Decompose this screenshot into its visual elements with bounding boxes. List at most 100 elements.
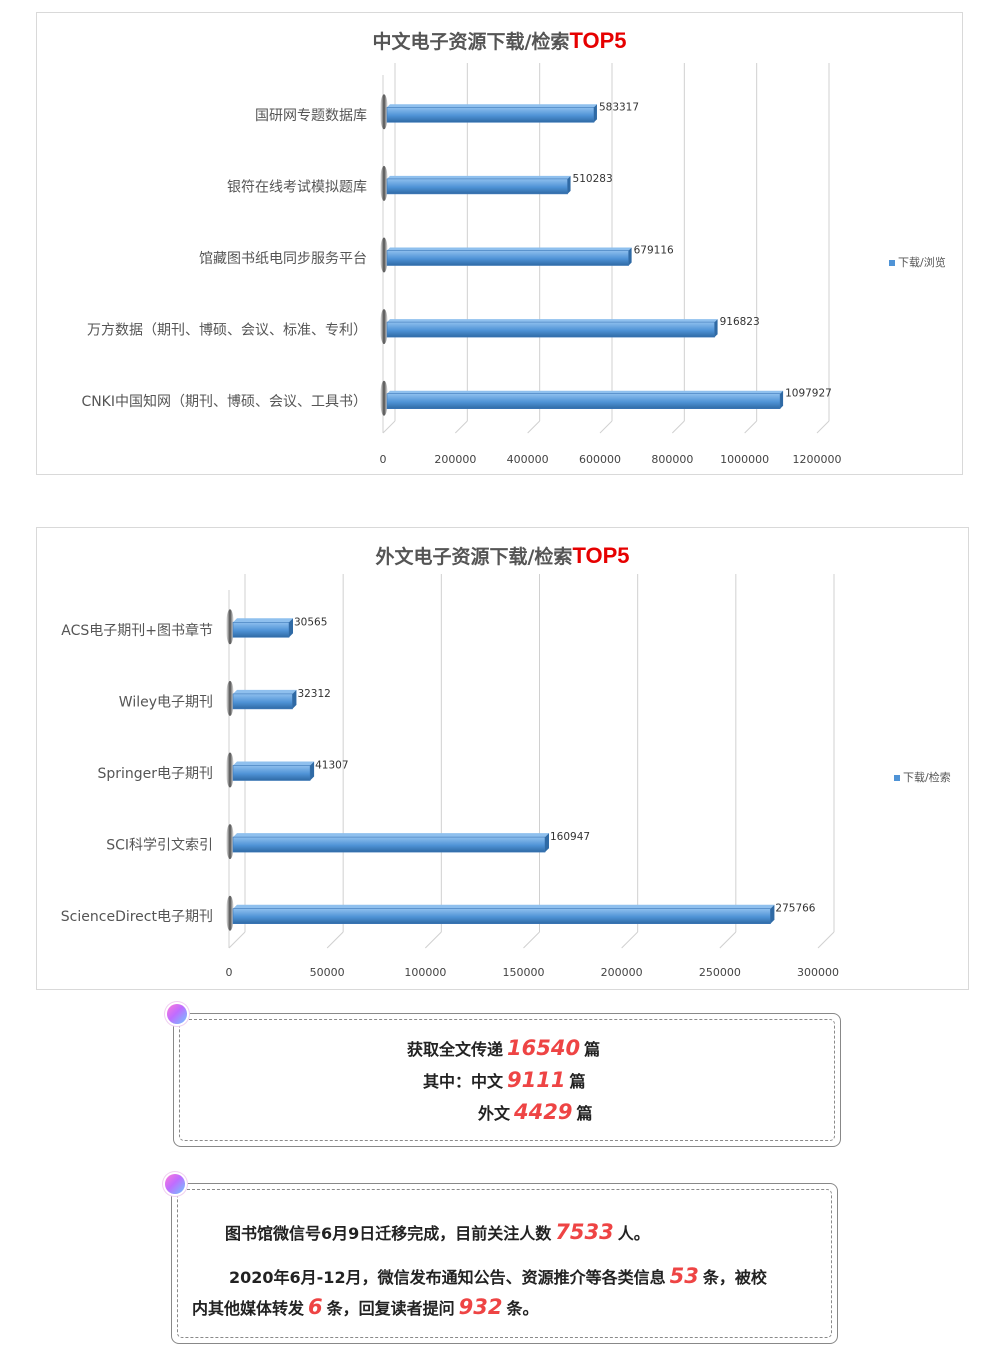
legend-label: 下载/浏览 [898, 255, 946, 269]
bar [386, 393, 781, 410]
bar [232, 836, 546, 853]
gridline-floor [599, 420, 613, 434]
wechat-card: 图书馆微信号6月9日迁移完成，目前关注人数 7533 人。 2020年6月-12月，… [171, 1183, 838, 1344]
x-tick-label: 100000 [404, 966, 446, 979]
wechat-reposts-line: 内其他媒体转发 6 条，回复读者提问 932 条。 [192, 1295, 539, 1319]
bar-top [387, 319, 718, 323]
fulltext-delivery-card: 获取全文传递 16540 篇 其中：中文 9111 篇 外文 4429 篇 [173, 1013, 841, 1147]
bar-wall-shade [380, 94, 388, 130]
chart-plot: 0 50000 100000 150000 200000 250000 300000 3056… [61, 574, 951, 979]
wechat-followers-line: 图书馆微信号6月9日迁移完成，目前关注人数 7533 人。 [225, 1220, 650, 1244]
chart-plot: 0 200000 400000 600000 800000 1000000 1200000 5… [81, 63, 946, 466]
bar-wall-shade [380, 237, 388, 273]
bar-wall-shade [226, 895, 234, 931]
category-label: 银符在线考试模拟题库 [227, 179, 367, 195]
bar-end [780, 390, 784, 409]
gridline-floor [523, 931, 540, 949]
data-label: 679116 [634, 245, 674, 257]
gridline-floor [326, 931, 344, 949]
bar [386, 178, 568, 195]
category-label: 万方数据（期刊、博硕、会议、标准、专利） [87, 322, 367, 339]
bar-top [233, 833, 549, 838]
bar [232, 765, 311, 781]
chart-title: 外文电子资源下载/检索TOP5 [375, 543, 630, 568]
bar-wall-shade [380, 380, 388, 416]
bar-wall-shade [380, 165, 388, 201]
bar-top [233, 761, 315, 766]
x-tick-label: 50000 [310, 966, 345, 979]
bar-top [387, 390, 784, 394]
bar-top [387, 175, 571, 179]
chart-foreign-top5: 外文电子资源下载/检索TOP5 0 50000 100000 150000 200000… [36, 527, 969, 990]
gridline-floor [527, 420, 541, 434]
legend-swatch [889, 260, 895, 266]
bar-end [544, 833, 549, 853]
gridline-floor [816, 420, 830, 434]
category-label: 国研网专题数据库 [255, 108, 367, 124]
data-label: 30565 [294, 616, 327, 628]
category-label: Wiley电子期刊 [119, 694, 213, 710]
data-label: 583317 [599, 101, 639, 113]
x-tick-label: 200000 [601, 966, 643, 979]
category-label: Springer电子期刊 [97, 766, 213, 782]
bar [232, 693, 293, 710]
fulltext-foreign-number: 4429 [514, 1100, 573, 1124]
card-border [177, 1189, 832, 1338]
bar-end [593, 104, 597, 123]
gridline-floor [671, 420, 685, 434]
bar [232, 908, 771, 925]
followers-number: 7533 [555, 1220, 614, 1244]
x-tick-label: 150000 [503, 966, 545, 979]
posts-number: 53 [669, 1264, 699, 1288]
chart-chinese-top5: 中文电子资源下载/检索TOP5 0 200000 400000 600000 80000… [36, 12, 963, 475]
category-label: CNKI中国知网（期刊、博硕、会议、工具书） [81, 393, 367, 410]
bar-top [387, 104, 597, 108]
data-label: 160947 [550, 831, 590, 843]
category-label: SCI科学引文索引 [106, 837, 213, 854]
x-tick-label: 1200000 [793, 453, 842, 466]
data-label: 32312 [297, 688, 330, 700]
card-badge-icon [167, 1004, 187, 1024]
x-tick-label: 600000 [579, 453, 621, 466]
x-tick-label: 0 [226, 966, 233, 979]
data-label: 1097927 [785, 388, 832, 400]
bar-end [292, 689, 297, 709]
gridline-floor [228, 931, 246, 949]
gridline-floor [424, 931, 442, 949]
x-tick-label: 250000 [699, 966, 741, 979]
category-label: 馆藏图书纸电同步服务平台 [199, 251, 367, 267]
gridline-floor [719, 931, 737, 949]
bar-end [567, 175, 571, 194]
gridline-floor [817, 931, 835, 949]
chart-title: 中文电子资源下载/检索TOP5 [372, 28, 627, 53]
fulltext-total-number: 16540 [507, 1036, 581, 1060]
x-tick-label: 800000 [651, 453, 693, 466]
bar [386, 321, 715, 338]
bar [386, 107, 595, 123]
category-label: ScienceDirect电子期刊 [61, 909, 213, 925]
fulltext-chinese-line: 其中：中文 9111 篇 [423, 1068, 586, 1092]
wechat-posts-line: 2020年6月-12月，微信发布通知公告、资源推介等各类信息 53 条，被校 [229, 1264, 767, 1288]
bar-end [310, 761, 315, 781]
bar-end [628, 247, 632, 266]
bar-top [233, 904, 775, 909]
gridline-floor [382, 420, 396, 434]
gridline-floor [621, 931, 639, 949]
x-tick-label: 400000 [507, 453, 549, 466]
bar [386, 250, 629, 266]
bar-wall-shade [226, 680, 234, 716]
bar-top [233, 618, 294, 623]
x-tick-label: 200000 [434, 453, 476, 466]
legend-swatch [894, 775, 900, 781]
legend-label: 下载/检索 [903, 770, 951, 784]
bar-end [289, 618, 294, 638]
fulltext-chinese-number: 9111 [507, 1068, 566, 1092]
gridline-floor [744, 420, 758, 434]
fulltext-foreign-line: 外文 4429 篇 [478, 1100, 593, 1124]
data-label: 41307 [315, 760, 348, 772]
fulltext-total-line: 获取全文传递 16540 篇 [407, 1036, 601, 1060]
x-tick-label: 0 [380, 453, 387, 466]
card-badge-icon [165, 1174, 185, 1194]
x-tick-label: 1000000 [720, 453, 769, 466]
reposts-number: 6 [308, 1295, 323, 1319]
